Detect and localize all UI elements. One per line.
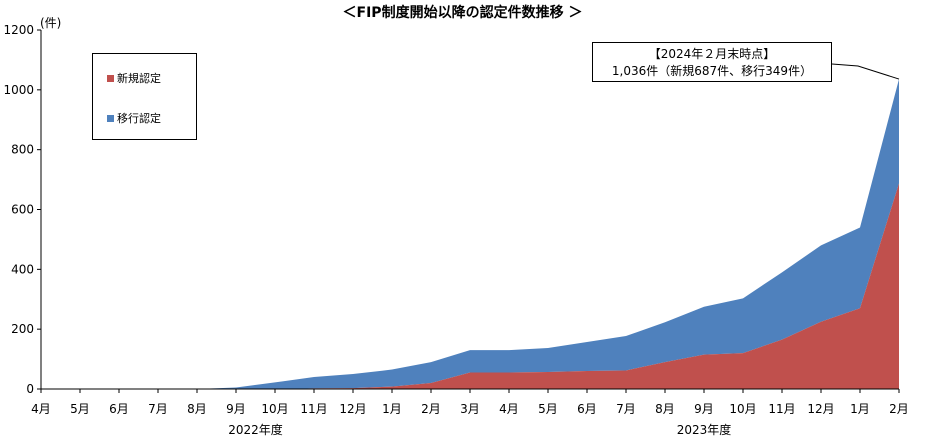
x-tick-label: 2月 <box>421 402 441 416</box>
x-tick-label: 5月 <box>538 402 558 416</box>
x-tick-label: 8月 <box>655 402 675 416</box>
x-tick-label: 2月 <box>889 402 909 416</box>
x-tick-label: 10月 <box>729 402 756 416</box>
x-tick-label: 10月 <box>261 402 288 416</box>
y-tick-label: 1200 <box>3 23 34 37</box>
x-tick-label: 6月 <box>577 402 597 416</box>
x-tick-label: 3月 <box>460 402 480 416</box>
x-tick-label: 1月 <box>850 402 870 416</box>
area-series-new <box>41 183 899 389</box>
group-label-0: 2022年度 <box>228 422 283 437</box>
y-tick-label: 400 <box>11 262 34 276</box>
legend-label-transfer: 移行認定 <box>117 112 161 125</box>
x-tick-label: 12月 <box>339 402 366 416</box>
x-tick-label: 8月 <box>187 402 207 416</box>
legend-swatch-new <box>107 74 114 82</box>
x-tick-label: 11月 <box>768 402 795 416</box>
legend-label-new: 新規認定 <box>117 72 161 85</box>
x-tick-label: 4月 <box>499 402 519 416</box>
x-tick-label: 5月 <box>70 402 90 416</box>
legend-item-new: 新規認定 <box>107 70 161 86</box>
x-tick-label: 4月 <box>31 402 51 416</box>
x-tick-label: 7月 <box>616 402 636 416</box>
x-tick-label: 12月 <box>807 402 834 416</box>
annotation-leader-line <box>831 63 900 80</box>
annotation-line-1: 【2024年２月末時点】 <box>648 47 776 61</box>
x-tick-label: 6月 <box>109 402 129 416</box>
x-tick-label: 7月 <box>148 402 168 416</box>
annotation-callout: 【2024年２月末時点】 1,036件（新規687件、移行349件） <box>592 42 832 82</box>
chart-title: ＜FIP制度開始以降の認定件数推移 ＞ <box>342 5 583 21</box>
chart-legend: 新規認定 移行認定 <box>92 53 197 140</box>
x-tick-label: 9月 <box>694 402 714 416</box>
y-tick-label: 600 <box>11 203 34 217</box>
x-tick-label: 11月 <box>300 402 327 416</box>
x-tick-label: 9月 <box>226 402 246 416</box>
y-tick-label: 0 <box>26 382 34 396</box>
legend-item-transfer: 移行認定 <box>107 110 161 126</box>
y-axis-unit-label: (件) <box>40 16 62 30</box>
x-tick-label: 1月 <box>382 402 402 416</box>
legend-swatch-transfer <box>107 114 114 122</box>
y-tick-label: 1000 <box>3 83 34 97</box>
annotation-line-2: 1,036件（新規687件、移行349件） <box>611 64 813 78</box>
y-tick-label: 200 <box>11 322 34 336</box>
y-tick-label: 800 <box>11 143 34 157</box>
group-label-1: 2023年度 <box>677 422 732 437</box>
